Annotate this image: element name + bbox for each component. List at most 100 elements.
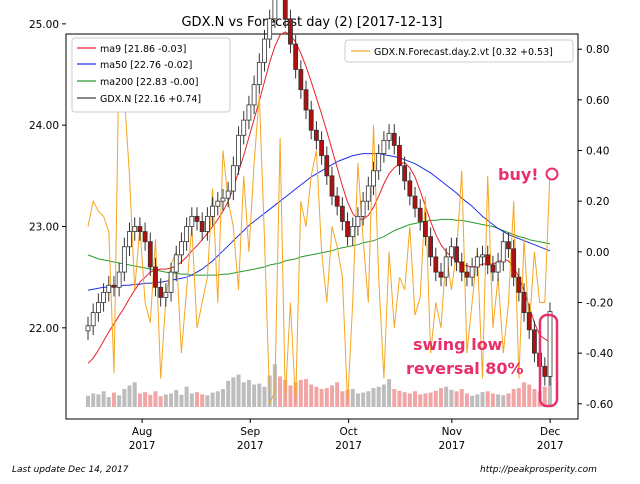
right-axis-tick-label: 0.00 xyxy=(586,247,609,259)
volume-bar xyxy=(309,384,314,407)
candle-body xyxy=(423,221,428,238)
volume-bar xyxy=(137,393,142,407)
candle-body xyxy=(521,291,527,314)
volume-bar xyxy=(314,386,319,407)
candle-body xyxy=(495,261,501,273)
volume-bar xyxy=(376,386,381,407)
legend-label-forecast: GDX.N.Forecast.day.2.vt [0.32 +0.53] xyxy=(374,47,553,58)
legend-label-gdx: GDX.N [22.16 +0.74] xyxy=(100,94,201,105)
axes: 22.00 23.00 24.00 25.00 -0.60 -0.40 -0.20 0.00 0… xyxy=(29,19,613,452)
candle-body xyxy=(433,256,439,273)
candle-body xyxy=(371,170,376,187)
legend-entry-ma200: ma200 [22.83 -0.00] xyxy=(77,77,198,88)
candle-body xyxy=(210,205,215,217)
candle-body xyxy=(532,329,537,354)
volume-bar xyxy=(485,391,490,407)
x-axis-tick-year: 2017 xyxy=(129,440,156,452)
volume-bar xyxy=(418,394,423,407)
volume-bar xyxy=(189,393,194,407)
volume-bar xyxy=(158,396,163,407)
candle-body xyxy=(391,132,397,146)
x-axis-tick-label: Sep xyxy=(240,426,260,438)
candle-body xyxy=(490,264,496,273)
candle-body xyxy=(127,231,132,248)
candle-body xyxy=(147,241,153,268)
candle-body xyxy=(469,266,475,278)
legend-right-box xyxy=(344,39,574,63)
ma50-line xyxy=(87,153,551,291)
x-axis-tick-label: Nov xyxy=(442,426,463,438)
candle-body xyxy=(158,286,164,298)
candle-body xyxy=(542,365,548,377)
legend-label-ma9: ma9 [21.86 -0.03] xyxy=(100,44,186,55)
x-axis-tick-label: Oct xyxy=(340,426,358,438)
volume-bar xyxy=(397,390,402,407)
volume-bar xyxy=(413,391,418,407)
volume-bar xyxy=(470,395,475,407)
candle-body xyxy=(101,291,106,303)
volume-bar xyxy=(532,389,537,407)
volume-bar xyxy=(361,392,366,407)
volume-bar xyxy=(86,395,90,407)
candle-body xyxy=(350,226,356,238)
volume-bar xyxy=(298,380,303,407)
candle-body xyxy=(339,205,345,222)
volume-bar xyxy=(459,389,464,407)
volume-bar xyxy=(319,389,324,407)
volume-bar xyxy=(516,388,521,407)
volume-bar xyxy=(438,388,443,407)
candle-body xyxy=(153,266,158,288)
candle-body xyxy=(184,226,190,243)
candle-body xyxy=(168,271,174,293)
right-axis-tick-label: -0.20 xyxy=(586,297,613,309)
volume-bar xyxy=(444,386,449,407)
volume-bar xyxy=(246,380,251,407)
swing-low-highlight-box xyxy=(538,313,559,408)
volume-bar xyxy=(106,397,111,407)
right-axis-tick-label: -0.60 xyxy=(586,399,613,411)
candle-body xyxy=(116,271,122,288)
candle-body xyxy=(438,271,444,278)
candle-body xyxy=(137,226,143,232)
candle-body xyxy=(319,139,324,156)
volume-bar xyxy=(324,388,329,407)
legend-entry-ma9: ma9 [21.86 -0.03] xyxy=(77,44,186,55)
chart-title: GDX.N vs Forecast day (2) [2017-12-13] xyxy=(181,15,442,30)
candle-body xyxy=(381,139,387,154)
volume-bar xyxy=(407,393,412,407)
volume-bar xyxy=(205,395,210,407)
candlesticks xyxy=(85,0,553,386)
volume-bar xyxy=(163,394,168,407)
right-axis-tick-label: 0.80 xyxy=(586,44,609,56)
candle-body xyxy=(459,261,465,273)
left-axis-tick-label: 24.00 xyxy=(29,120,59,132)
volume-bar xyxy=(371,388,376,407)
candle-body xyxy=(402,165,408,182)
volume-bar xyxy=(350,389,355,407)
candle-body xyxy=(199,221,205,232)
forecast-line xyxy=(87,54,551,404)
candle-body xyxy=(262,38,267,63)
x-axis-tick-year: 2017 xyxy=(438,440,465,452)
volume-bar xyxy=(433,390,438,407)
volume-bar xyxy=(490,393,495,407)
candle-body xyxy=(132,226,138,232)
candle-body xyxy=(526,312,532,331)
candle-body xyxy=(500,241,506,263)
candle-body xyxy=(189,215,195,227)
volume-bar xyxy=(335,382,340,407)
candle-body xyxy=(303,89,309,111)
volume-bar xyxy=(96,394,101,407)
volume-bar xyxy=(200,394,205,407)
candle-body xyxy=(298,69,304,91)
volume-bar xyxy=(475,394,480,407)
candle-body xyxy=(308,109,314,131)
volume-bar xyxy=(127,385,132,407)
volume-bar xyxy=(132,382,137,407)
volume-bar xyxy=(169,393,174,407)
volume-bar xyxy=(454,391,459,407)
candle-body xyxy=(345,221,350,238)
volume-bar xyxy=(511,389,516,407)
volume-bar xyxy=(195,392,200,407)
